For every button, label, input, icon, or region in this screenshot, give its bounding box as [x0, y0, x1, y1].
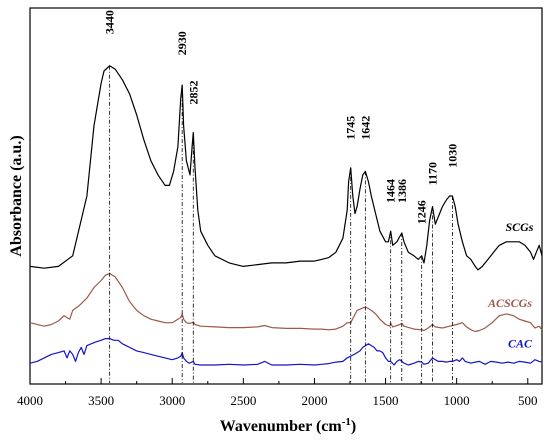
- peak-label-2852: 2852: [186, 81, 200, 105]
- peak-label-1386: 1386: [395, 179, 409, 203]
- peak-label-1642: 1642: [358, 116, 372, 140]
- x-axis-ticks: 4000 3500 3000 2500 2000 1500 1000 500: [17, 378, 538, 408]
- series-line-cac: [29, 338, 543, 366]
- series-label-acscgs: ACSCGs: [487, 296, 532, 310]
- plot-frame: [29, 7, 543, 385]
- peak-label-3440: 3440: [103, 10, 117, 34]
- x-tick-label: 2500: [230, 393, 256, 408]
- x-tick-label: 3000: [159, 393, 185, 408]
- series-layer: [29, 65, 543, 366]
- peak-label-1745: 1745: [344, 116, 358, 140]
- x-tick-label: 1500: [373, 393, 399, 408]
- x-tick-label: 2000: [301, 393, 327, 408]
- series-label-scgs: SCGs: [505, 220, 533, 234]
- y-axis-title: Absorbance (a.u.): [8, 135, 25, 256]
- peak-label-1246: 1246: [415, 200, 429, 224]
- peak-label-2930: 2930: [175, 31, 189, 55]
- peak-label-1170: 1170: [426, 162, 440, 185]
- x-tick-label: 3500: [88, 393, 114, 408]
- series-labels: SCGs ACSCGs CAC: [487, 220, 534, 350]
- x-axis-title-superscript: -1: [342, 416, 351, 428]
- x-tick-label: 4000: [17, 393, 43, 408]
- x-axis-title: Wavenumber (cm-1): [220, 416, 356, 435]
- x-tick-label: 1000: [444, 393, 470, 408]
- peak-label-1464: 1464: [384, 179, 398, 203]
- peak-label-1030: 1030: [445, 144, 459, 168]
- series-label-cac: CAC: [508, 336, 533, 350]
- x-axis-title-end: ): [351, 418, 356, 435]
- series-line-acscgs: [29, 272, 543, 333]
- series-line-scgs: [29, 65, 543, 271]
- x-axis-title-main: Wavenumber (cm: [220, 418, 343, 435]
- x-tick-label: 500: [518, 393, 538, 408]
